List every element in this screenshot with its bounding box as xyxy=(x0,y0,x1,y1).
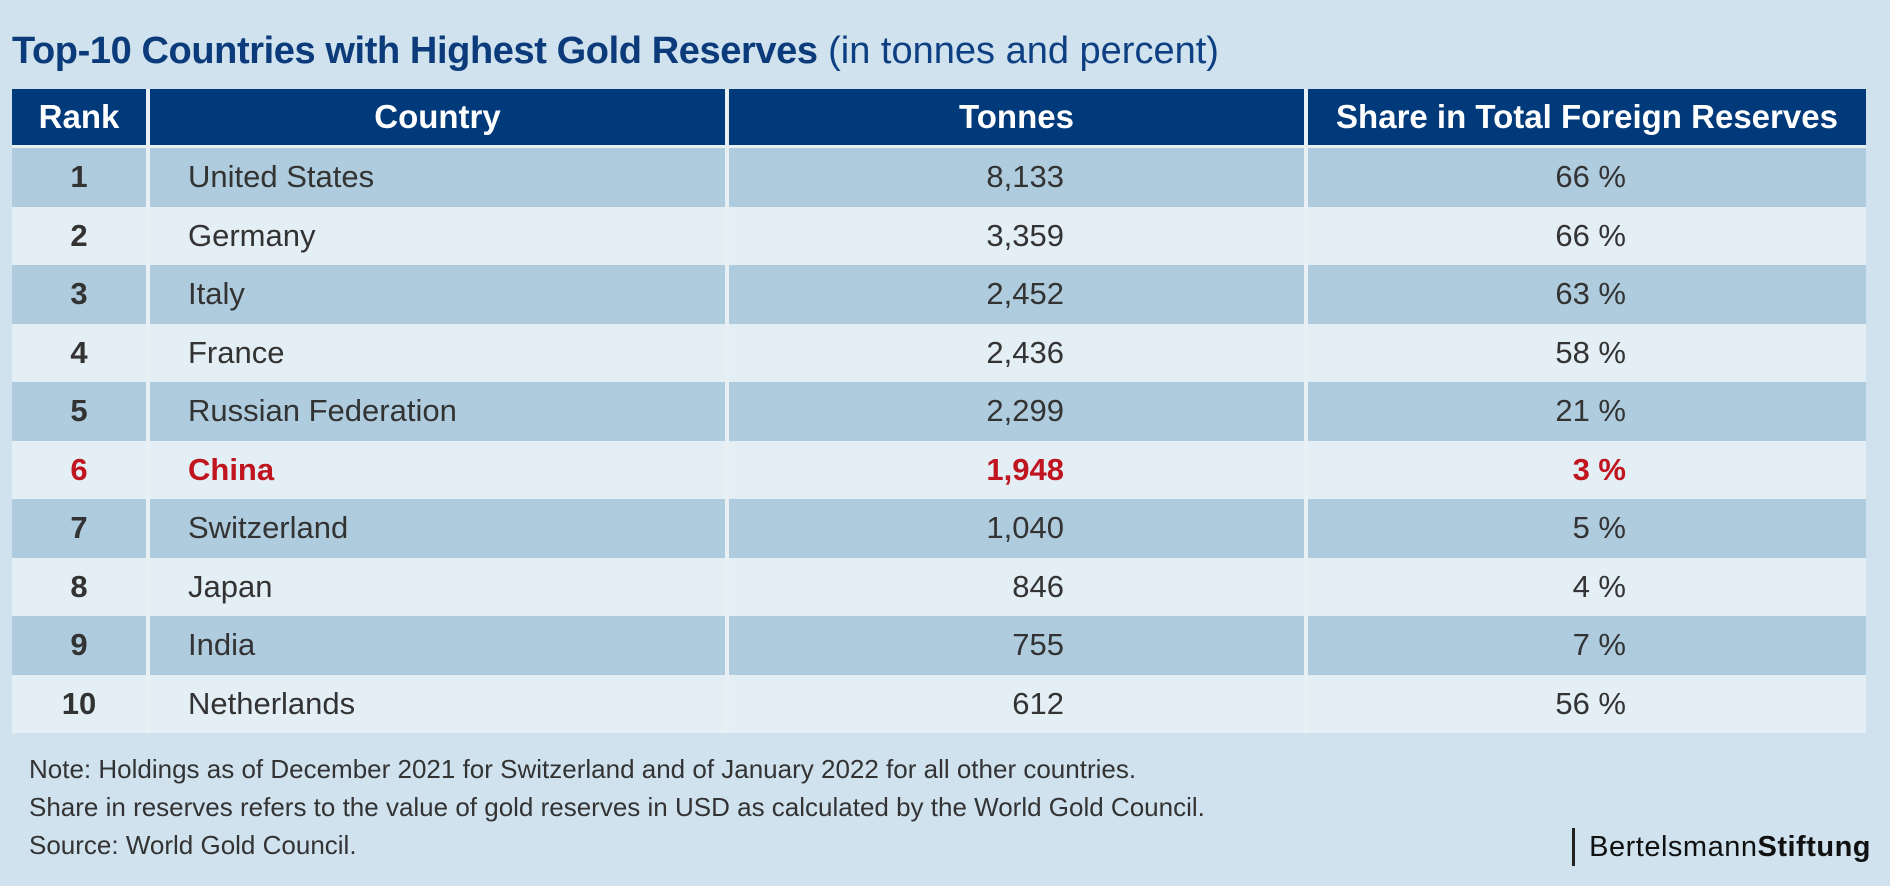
table-row: 4 France 2,436 58 % xyxy=(12,323,1866,382)
country-cell: India xyxy=(150,616,729,675)
header-country: Country xyxy=(150,89,729,148)
country-cell: Switzerland xyxy=(150,499,729,558)
table-row: 2 Germany 3,359 66 % xyxy=(12,206,1866,265)
header-tonnes: Tonnes xyxy=(729,89,1308,148)
tonnes-cell: 8,133 xyxy=(729,148,1308,207)
table-row: 7 Switzerland 1,040 5 % xyxy=(12,499,1866,558)
table-row: 1 United States 8,133 66 % xyxy=(12,148,1866,207)
country-cell: United States xyxy=(150,148,729,207)
chart-title-sub: (in tonnes and percent) xyxy=(828,30,1219,72)
table-row: 9 India 755 7 % xyxy=(12,616,1866,675)
table-row: 10 Netherlands 612 56 % xyxy=(12,674,1866,733)
tonnes-cell: 1,948 xyxy=(729,440,1308,499)
chart-title-main: Top-10 Countries with Highest Gold Reser… xyxy=(12,30,818,72)
bertelsmann-stiftung-logo: BertelsmannStiftung xyxy=(1572,828,1871,866)
rank-cell: 1 xyxy=(12,148,150,207)
share-cell: 3 % xyxy=(1308,440,1866,499)
table-row: 3 Italy 2,452 63 % xyxy=(12,265,1866,324)
share-cell: 4 % xyxy=(1308,557,1866,616)
country-cell: Japan xyxy=(150,557,729,616)
note-line: Share in reserves refers to the value of… xyxy=(29,792,1205,822)
rank-cell: 8 xyxy=(12,557,150,616)
country-cell: China xyxy=(150,440,729,499)
country-cell: Italy xyxy=(150,265,729,324)
share-cell: 56 % xyxy=(1308,674,1866,733)
header-row: Rank Country Tonnes Share in Total Forei… xyxy=(12,89,1866,148)
table-header: Rank Country Tonnes Share in Total Forei… xyxy=(12,89,1866,148)
share-cell: 21 % xyxy=(1308,382,1866,441)
logo-part-bertelsmann: Bertelsmann xyxy=(1589,831,1758,863)
table-body: 1 United States 8,133 66 % 2 Germany 3,359 66 %… xyxy=(12,148,1866,733)
footnotes: Note: Holdings as of December 2021 for S… xyxy=(29,750,1205,864)
tonnes-cell: 2,299 xyxy=(729,382,1308,441)
rank-cell: 9 xyxy=(12,616,150,675)
share-cell: 63 % xyxy=(1308,265,1866,324)
chart-title: Top-10 Countries with Highest Gold Reser… xyxy=(12,24,1219,78)
rank-cell: 3 xyxy=(12,265,150,324)
rank-cell: 5 xyxy=(12,382,150,441)
header-share: Share in Total Foreign Reserves xyxy=(1308,89,1866,148)
share-cell: 66 % xyxy=(1308,206,1866,265)
rank-cell: 4 xyxy=(12,323,150,382)
rank-cell: 10 xyxy=(12,674,150,733)
header-rank: Rank xyxy=(12,89,150,148)
share-cell: 7 % xyxy=(1308,616,1866,675)
table-row: 8 Japan 846 4 % xyxy=(12,557,1866,616)
rank-cell: 2 xyxy=(12,206,150,265)
share-cell: 66 % xyxy=(1308,148,1866,207)
tonnes-cell: 1,040 xyxy=(729,499,1308,558)
tonnes-cell: 2,452 xyxy=(729,265,1308,324)
source-line: Source: World Gold Council. xyxy=(29,830,357,860)
tonnes-cell: 612 xyxy=(729,674,1308,733)
table-row: 5 Russian Federation 2,299 21 % xyxy=(12,382,1866,441)
tonnes-cell: 3,359 xyxy=(729,206,1308,265)
share-cell: 5 % xyxy=(1308,499,1866,558)
tonnes-cell: 755 xyxy=(729,616,1308,675)
tonnes-cell: 846 xyxy=(729,557,1308,616)
rank-cell: 7 xyxy=(12,499,150,558)
table-row: 6 China 1,948 3 % xyxy=(12,440,1866,499)
logo-part-stiftung: Stiftung xyxy=(1757,831,1871,863)
country-cell: Netherlands xyxy=(150,674,729,733)
gold-reserves-table: Rank Country Tonnes Share in Total Forei… xyxy=(12,89,1866,733)
country-cell: Russian Federation xyxy=(150,382,729,441)
rank-cell: 6 xyxy=(12,440,150,499)
country-cell: Germany xyxy=(150,206,729,265)
share-cell: 58 % xyxy=(1308,323,1866,382)
tonnes-cell: 2,436 xyxy=(729,323,1308,382)
note-line: Note: Holdings as of December 2021 for S… xyxy=(29,754,1137,784)
country-cell: France xyxy=(150,323,729,382)
